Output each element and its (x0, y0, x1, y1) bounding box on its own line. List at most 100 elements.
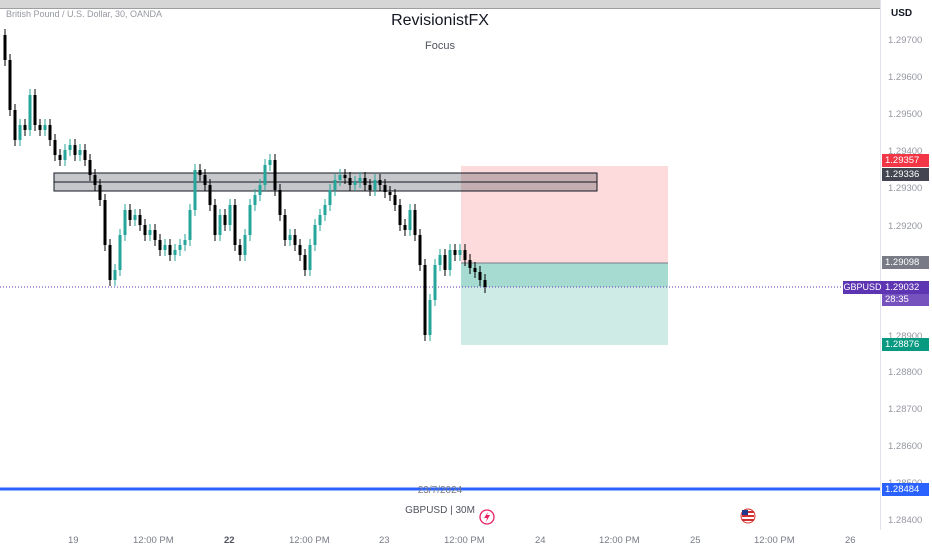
candle-body (68, 145, 72, 150)
candle-body (413, 210, 417, 235)
symbol-description[interactable]: British Pound / U.S. Dollar, 30, OANDA (6, 9, 163, 19)
candle-body (363, 178, 367, 185)
current-price-badge: 1.29032 (882, 281, 929, 294)
us-flag-icon[interactable] (740, 508, 756, 524)
interval-label: GBPUSD | 30M (405, 505, 475, 516)
candle-body (88, 160, 92, 175)
hover-date-label: 23/7/2024 (417, 485, 463, 496)
candle-body (58, 155, 62, 160)
candle-body (238, 245, 242, 255)
currency-label[interactable]: USD (891, 8, 913, 19)
time-tick: 12:00 PM (444, 535, 485, 546)
candle-body (133, 215, 137, 220)
candle-body (268, 160, 272, 165)
stop-loss-price-badge: 1.29357 (882, 154, 929, 167)
candle-body (288, 235, 292, 240)
candle-body (333, 180, 337, 190)
candle-body (378, 180, 382, 185)
time-tick: 22 (224, 535, 235, 546)
candle-body (368, 185, 372, 190)
candle-body (293, 235, 297, 245)
candle-body (338, 175, 342, 180)
candle-body (33, 95, 37, 125)
candle-body (373, 180, 377, 190)
candle-body (443, 255, 447, 270)
chart-pane[interactable] (0, 0, 880, 530)
candle-body (318, 215, 322, 225)
candle-body (93, 175, 97, 185)
candle-body (303, 255, 307, 270)
time-axis[interactable]: 19 12:00 PM 22 12:00 PM 23 12:00 PM 24 1… (0, 530, 880, 550)
time-tick: 12:00 PM (754, 535, 795, 546)
candle-body (253, 195, 257, 205)
candle-body (308, 245, 312, 270)
entry-price-badge: 1.29098 (882, 256, 929, 269)
candle-body (13, 110, 17, 140)
time-tick: 26 (845, 535, 856, 546)
candle-body (208, 185, 212, 205)
time-tick: 25 (690, 535, 701, 546)
candle-body (328, 190, 332, 205)
candle-body (98, 185, 102, 200)
candle-body (193, 170, 197, 210)
candle-body (248, 205, 252, 235)
take-profit-zone[interactable] (461, 263, 668, 345)
time-tick: 23 (379, 535, 390, 546)
candle-body (8, 60, 12, 110)
candle-body (388, 192, 392, 195)
resistance-zone-lower[interactable] (53, 181, 598, 192)
candle-body (403, 225, 407, 230)
candle-body (28, 95, 32, 130)
candle-body (173, 250, 177, 255)
candle-body (383, 185, 387, 192)
price-tick: 1.28600 (888, 441, 923, 452)
price-tick: 1.29500 (888, 109, 923, 120)
price-tick: 1.29300 (888, 183, 923, 194)
candle-body (393, 195, 397, 205)
candle-body (48, 125, 52, 140)
candle-body (243, 235, 247, 255)
resistance-zone-upper[interactable] (53, 172, 598, 183)
price-tick: 1.28900 (888, 331, 923, 342)
candle-body (178, 245, 182, 250)
flash-icon[interactable] (479, 509, 495, 525)
time-tick: 24 (535, 535, 546, 546)
candle-body (448, 250, 452, 270)
candle-body (183, 240, 187, 245)
candle-body (123, 210, 127, 235)
price-tick: 1.28700 (888, 404, 923, 415)
chart-canvas[interactable] (0, 0, 880, 530)
candle-body (138, 215, 142, 225)
candle-body (483, 280, 487, 287)
candle-body (453, 250, 457, 255)
candle-body (198, 170, 202, 175)
candle-body (298, 245, 302, 255)
price-tick: 1.28800 (888, 367, 923, 378)
candle-body (458, 250, 462, 255)
candle-body (408, 210, 412, 230)
candle-body (398, 205, 402, 225)
price-tick: 1.29400 (888, 146, 923, 157)
candle-body (273, 160, 277, 190)
candle-body (128, 210, 132, 220)
candle-body (18, 125, 22, 140)
candle-body (233, 205, 237, 245)
candle-body (418, 235, 422, 265)
top-toolbar (0, 0, 880, 9)
candle-body (203, 175, 207, 185)
candle-body (3, 35, 7, 60)
candle-body (163, 245, 167, 250)
candle-body (278, 190, 282, 215)
candle-body (73, 145, 77, 155)
candle-body (358, 178, 362, 182)
candle-body (223, 215, 227, 225)
chart-title: RevisionistFX (391, 12, 489, 29)
candle-body (53, 140, 57, 155)
chart-subtitle: Focus (425, 40, 455, 52)
candle-body (38, 125, 42, 130)
time-tick: 12:00 PM (133, 535, 174, 546)
bar-countdown: 28:35 (882, 293, 929, 306)
candle-body (118, 235, 122, 270)
price-tick: 1.29200 (888, 221, 923, 232)
candle-body (218, 215, 222, 235)
